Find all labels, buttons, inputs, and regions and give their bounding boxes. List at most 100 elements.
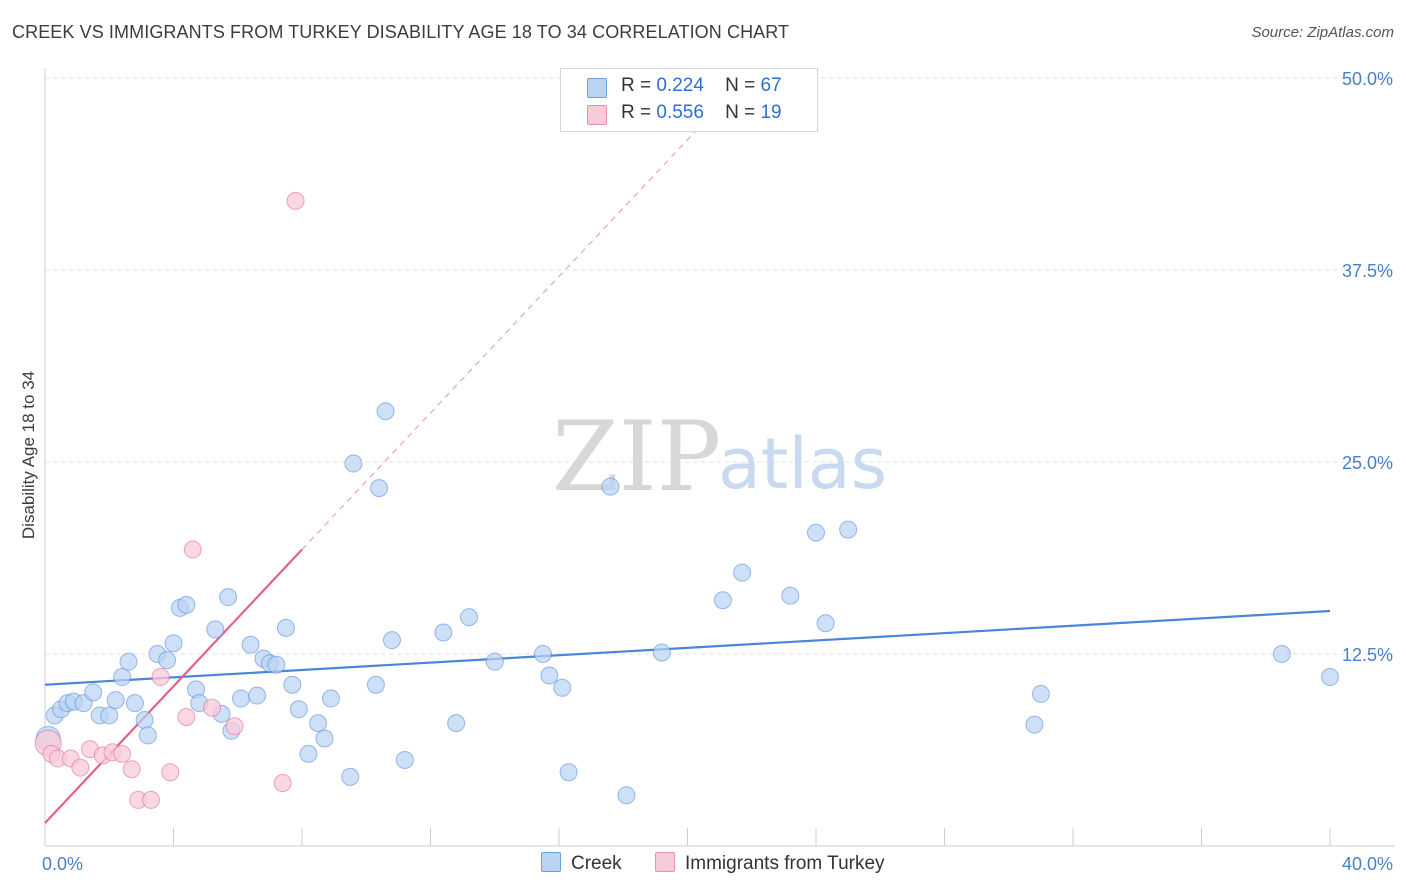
creek-point <box>366 675 385 694</box>
trend-line-extended <box>301 105 721 550</box>
trend-lines <box>44 105 1331 824</box>
creek-point <box>540 666 559 685</box>
creek-point <box>100 706 119 725</box>
creek-point <box>807 523 825 542</box>
creek-point <box>434 623 453 642</box>
creek-point <box>267 655 286 674</box>
turkey-point <box>142 790 161 809</box>
creek-point <box>553 678 572 697</box>
turkey-point <box>151 668 170 687</box>
turkey-point <box>183 540 202 559</box>
creek-point <box>652 643 671 662</box>
legend-text-creek: R = 0.224 N = 67 <box>621 75 782 97</box>
watermark-zip: ZIP <box>552 401 721 513</box>
legend-r-label: R = <box>621 75 652 96</box>
creek-point <box>344 454 363 473</box>
creek-point <box>601 477 620 496</box>
creek-point <box>395 750 414 769</box>
creek-point <box>289 700 308 719</box>
turkey-point <box>177 707 196 726</box>
creek-point <box>206 620 225 639</box>
creek-point <box>1031 684 1050 703</box>
creek-point <box>781 586 800 605</box>
turkey-point <box>71 758 90 777</box>
trend-line-turkey <box>44 548 303 824</box>
bottom-legend-turkey: Immigrants from Turkey <box>655 852 885 876</box>
creek-point <box>113 668 132 687</box>
bottom-legend-swatch-turkey <box>655 852 675 872</box>
bottom-legend-creek: Creek <box>541 852 622 876</box>
creek-point <box>138 726 157 745</box>
creek-point <box>485 652 504 671</box>
creek-point <box>733 563 752 582</box>
creek-point <box>177 595 196 614</box>
creek-point <box>1272 645 1291 663</box>
y-tick-label: 50.0% <box>1342 69 1393 89</box>
bottom-legend-swatch-creek <box>541 852 561 872</box>
grid-lines <box>45 77 1395 655</box>
y-tick-label: 25.0% <box>1342 453 1393 473</box>
axes <box>44 68 1395 847</box>
creek-point <box>713 591 732 610</box>
legend-n-value: 19 <box>760 102 782 123</box>
creek-point <box>119 652 138 671</box>
y-tick-label: 12.5% <box>1342 645 1393 665</box>
creek-point <box>241 635 260 654</box>
creek-point <box>321 689 340 708</box>
data-points <box>34 191 1339 809</box>
y-tick-label: 37.5% <box>1342 261 1393 281</box>
creek-point <box>106 691 125 710</box>
trend-line-creek <box>44 609 1331 686</box>
creek-point <box>460 608 479 627</box>
creek-point <box>158 651 177 670</box>
turkey-point <box>286 191 305 210</box>
creek-point <box>248 686 267 705</box>
legend-n-value: 67 <box>760 75 782 96</box>
turkey-point <box>225 717 244 736</box>
x-tick-label: 0.0% <box>42 854 83 874</box>
source-label: Source: ZipAtlas.com <box>1251 24 1394 41</box>
legend-r-value: 0.556 <box>656 102 704 123</box>
turkey-point <box>161 763 180 782</box>
creek-point <box>1321 668 1339 687</box>
creek-point <box>84 683 103 702</box>
creek-point <box>341 767 360 786</box>
creek-point <box>125 694 144 713</box>
creek-point <box>382 631 401 650</box>
creek-point <box>135 711 154 730</box>
creek-point <box>816 614 835 633</box>
creek-point <box>559 763 578 782</box>
turkey-point <box>122 760 141 779</box>
legend-r-label: R = <box>621 102 652 123</box>
tick-labels: 12.5% 25.0% 37.5% 50.0% 0.0% 40.0% <box>42 69 1393 874</box>
legend-r-value: 0.224 <box>656 75 704 96</box>
legend-n-label: N = <box>725 75 756 96</box>
creek-point <box>299 744 318 763</box>
creek-point <box>839 520 858 539</box>
y-axis-label: Disability Age 18 to 34 <box>19 371 38 539</box>
legend-text-turkey: R = 0.556 N = 19 <box>621 102 782 124</box>
creek-point <box>231 689 250 708</box>
creek-point <box>533 645 552 663</box>
turkey-point <box>203 698 222 717</box>
watermark-atlas: atlas <box>718 423 887 505</box>
legend-swatch-turkey <box>587 105 607 125</box>
turkey-point <box>273 774 292 793</box>
creek-point <box>617 786 636 805</box>
legend-swatch-creek <box>587 78 607 98</box>
legend-n-label: N = <box>725 102 756 123</box>
turkey-point <box>113 744 132 763</box>
creek-point <box>447 714 466 733</box>
creek-point <box>1025 715 1044 734</box>
stats-legend: R = 0.224 N = 67 R = 0.556 N = 19 <box>560 68 818 132</box>
chart-title: CREEK VS IMMIGRANTS FROM TURKEY DISABILI… <box>12 22 790 42</box>
creek-point <box>164 634 183 653</box>
creek-point <box>219 588 238 607</box>
creek-point <box>309 714 328 733</box>
bottom-legend-label-turkey: Immigrants from Turkey <box>685 853 885 874</box>
bottom-legend-label-creek: Creek <box>571 853 622 874</box>
creek-point <box>315 729 334 748</box>
creek-point <box>376 402 395 421</box>
creek-point <box>276 618 295 637</box>
x-tick-label: 40.0% <box>1342 854 1393 874</box>
